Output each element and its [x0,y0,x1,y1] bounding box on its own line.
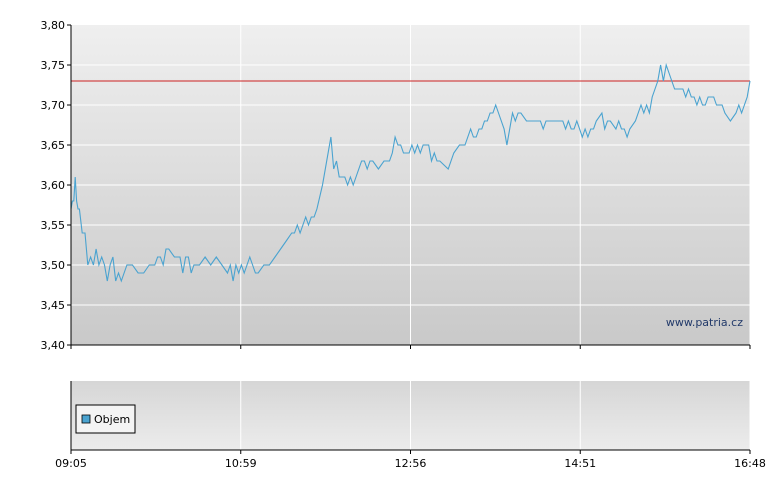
y-axis-tick-labels: 3,40 3,45 3,50 3,55 3,60 3,65 3,70 3,75 3,80 [41,19,66,352]
x-tick-label: 14:51 [564,457,596,470]
y-tick-label: 3,40 [41,339,66,352]
y-tick-label: 3,60 [41,179,66,192]
volume-legend-label: Objem [94,413,130,426]
axes [67,24,751,454]
y-tick-label: 3,70 [41,99,66,112]
x-tick-label: 09:05 [55,457,87,470]
volume-legend: Objem [75,404,136,434]
x-tick-label: 12:56 [395,457,427,470]
main-grid [71,25,751,345]
y-tick-label: 3,45 [41,299,66,312]
volume-grid [240,381,751,450]
watermark: www.patria.cz [666,316,743,329]
y-tick-label: 3,50 [41,259,66,272]
x-tick-label: 10:59 [225,457,257,470]
x-tick-label: 16:48 [734,457,766,470]
x-axis-tick-labels: 09:05 10:59 12:56 14:51 16:48 [55,457,766,470]
y-tick-label: 3,75 [41,59,66,72]
y-tick-label: 3,65 [41,139,66,152]
y-tick-label: 3,55 [41,219,66,232]
y-tick-label: 3,80 [41,19,66,32]
volume-legend-swatch [81,414,91,424]
price-series-line [70,62,751,283]
